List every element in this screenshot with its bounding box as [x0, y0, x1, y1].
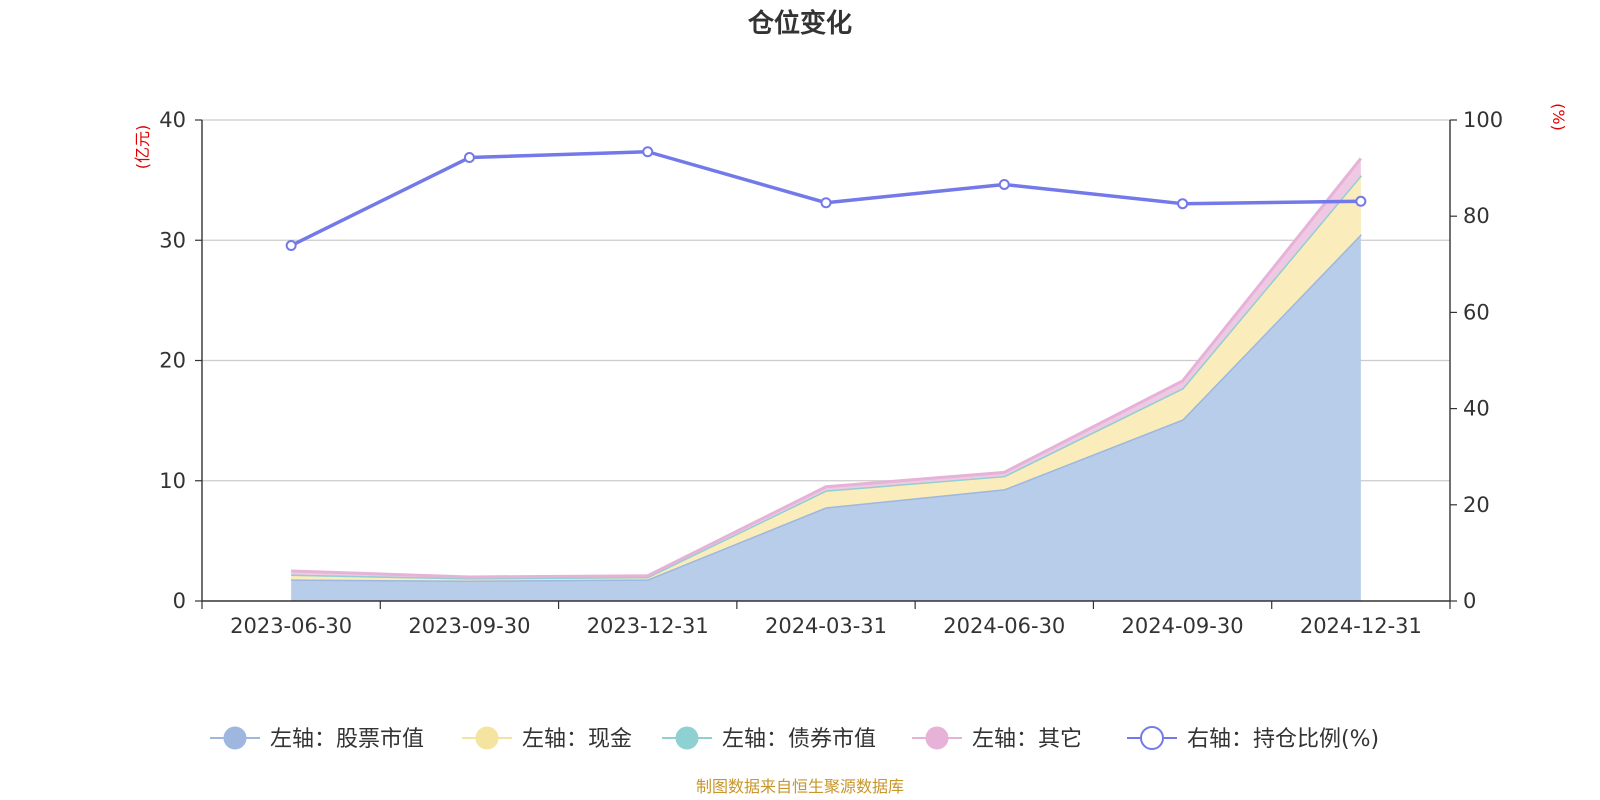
right-tick-label: 80 — [1463, 204, 1490, 228]
left-tick-label: 20 — [159, 349, 186, 373]
legend-label: 左轴：股票市值 — [270, 727, 424, 752]
legend-marker — [675, 726, 699, 750]
ratio-point[interactable] — [998, 178, 1010, 190]
axes: 0 10 20 30 40 0 20 40 60 80 100 2023-06-30 2023-09-3… — [159, 108, 1503, 638]
legend-marker — [925, 726, 949, 750]
legend-marker — [475, 726, 499, 750]
x-tick-label: 2023-12-31 — [587, 614, 709, 638]
ratio-point[interactable] — [1177, 198, 1189, 210]
chart-title: 仓位变化 — [747, 8, 852, 39]
legend-label: 左轴：其它 — [972, 727, 1082, 752]
legend-item-0[interactable]: 左轴：股票市值 — [210, 726, 424, 752]
left-tick-label: 0 — [173, 589, 186, 613]
right-tick-label: 40 — [1463, 397, 1490, 421]
x-tick-label: 2024-12-31 — [1300, 614, 1422, 638]
left-tick-label: 40 — [159, 108, 186, 132]
right-axis-unit: (%) — [1549, 103, 1568, 131]
left-tick-label: 30 — [159, 228, 186, 252]
stacked-areas — [291, 157, 1363, 602]
area-edge-series-3 — [291, 157, 1363, 579]
x-tick-label: 2023-09-30 — [408, 614, 530, 638]
ratio-point[interactable] — [820, 197, 832, 209]
right-tick-label: 100 — [1463, 108, 1503, 132]
legend-marker — [223, 726, 247, 750]
ratio-point[interactable] — [285, 240, 297, 252]
left-tick-label: 10 — [159, 469, 186, 493]
ratio-point[interactable] — [1355, 195, 1367, 207]
x-tick-label: 2024-06-30 — [943, 614, 1065, 638]
right-tick-label: 20 — [1463, 493, 1490, 517]
right-tick-label: 60 — [1463, 300, 1490, 324]
right-tick-label: 0 — [1463, 589, 1476, 613]
legend[interactable]: 左轴：股票市值 左轴：现金 左轴：债券市值 左轴：其它 右轴：持仓比例(%) — [210, 726, 1379, 752]
ratio-line-series — [285, 146, 1367, 252]
legend-label: 左轴：债券市值 — [722, 727, 876, 752]
legend-item-1[interactable]: 左轴：现金 — [462, 726, 632, 752]
area-band-series-0 — [291, 234, 1361, 602]
legend-item-2[interactable]: 左轴：债券市值 — [662, 726, 876, 752]
legend-label: 右轴：持仓比例(%) — [1187, 727, 1379, 752]
legend-marker — [1140, 726, 1164, 750]
x-tick-label: 2023-06-30 — [230, 614, 352, 638]
ratio-point[interactable] — [463, 152, 475, 164]
legend-item-4[interactable]: 右轴：持仓比例(%) — [1127, 726, 1379, 752]
x-tick-label: 2024-03-31 — [765, 614, 887, 638]
legend-item-3[interactable]: 左轴：其它 — [912, 726, 1082, 752]
source-note: 制图数据来自恒生聚源数据库 — [696, 777, 904, 796]
area-band-series-1 — [291, 175, 1361, 581]
left-axis-unit: (亿元) — [133, 125, 152, 170]
legend-label: 左轴：现金 — [522, 727, 632, 752]
ratio-point[interactable] — [642, 146, 654, 158]
x-tick-label: 2024-09-30 — [1122, 614, 1244, 638]
